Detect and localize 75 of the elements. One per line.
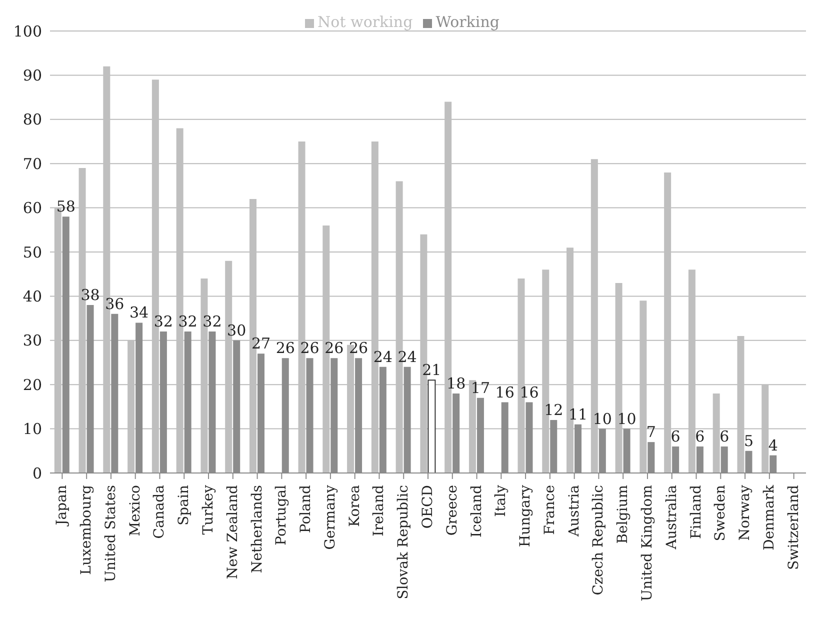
x-tick-label: Italy (493, 484, 510, 517)
x-tick-label: France (542, 485, 558, 535)
y-tick-label: 100 (13, 22, 42, 40)
y-tick-label: 80 (22, 110, 42, 129)
data-label: 6 (670, 427, 680, 446)
data-label: 5 (744, 432, 754, 450)
x-tick-label: Czech Republic (590, 484, 607, 596)
y-tick-label: 0 (32, 464, 42, 482)
x-tick-label: Ireland (371, 484, 388, 536)
data-label: 12 (544, 400, 564, 419)
y-tick-label: 40 (22, 288, 42, 306)
data-label: 11 (568, 405, 588, 424)
data-label: 16 (495, 383, 514, 402)
data-label: 30 (227, 321, 246, 340)
x-tick-label: Australia (664, 485, 680, 550)
x-tick-label: Netherlands (249, 485, 266, 574)
data-label: 32 (178, 312, 198, 331)
data-label: 36 (105, 294, 124, 313)
x-tick-label: OECD (420, 485, 436, 529)
x-tick-label: Iceland (468, 484, 485, 538)
y-tick-label: 30 (22, 332, 42, 350)
y-tick-label: 10 (22, 420, 42, 438)
data-label: 32 (202, 312, 222, 331)
x-tick-label: Korea (346, 485, 363, 527)
data-label: 6 (695, 427, 705, 446)
x-tick-label: Poland (298, 484, 314, 534)
data-label: 26 (348, 339, 368, 358)
x-tick-label: United States (102, 485, 119, 582)
x-tick-label: Sweden (712, 485, 729, 542)
data-label: 6 (720, 427, 730, 446)
legend-label: Working (436, 13, 500, 31)
x-tick-label: Denmark (761, 484, 778, 550)
data-label: 32 (154, 312, 173, 331)
data-label: 24 (398, 348, 417, 366)
bar (428, 380, 436, 473)
y-tick-label: 20 (22, 376, 42, 394)
data-label: 7 (646, 423, 656, 442)
y-tick-label: 90 (22, 66, 42, 85)
data-label: 34 (130, 304, 149, 322)
data-label: 4 (768, 436, 778, 454)
y-tick-label: 60 (22, 199, 42, 218)
x-tick-label: Switzerland (786, 484, 802, 570)
x-tick-label: Hungary (518, 484, 534, 548)
x-tick-label: Luxembourg (78, 484, 95, 575)
data-label: 26 (324, 339, 344, 358)
data-label: 38 (80, 286, 100, 304)
x-tick-label: Turkey (200, 484, 217, 535)
data-label: 58 (56, 198, 76, 216)
y-tick-label: 70 (22, 154, 42, 173)
x-tick-label: Mexico (127, 485, 144, 536)
x-tick-label: Canada (152, 485, 168, 539)
data-label: 18 (446, 374, 466, 392)
data-label: 21 (422, 361, 442, 380)
y-tick-label: 50 (22, 243, 42, 262)
data-label: 27 (251, 334, 271, 353)
x-tick-label: Norway (737, 484, 754, 541)
legend-label: Not working (318, 13, 413, 31)
x-tick-label: Portugal (274, 484, 290, 546)
x-tick-label: Greece (444, 485, 460, 536)
data-label: 24 (373, 348, 392, 366)
data-label: 26 (300, 339, 320, 358)
x-tick-label: Finland (688, 484, 704, 540)
data-label: 10 (592, 410, 612, 428)
x-tick-label: Japan (54, 485, 70, 528)
data-label: 16 (520, 383, 539, 402)
x-tick-label: Germany (322, 484, 338, 550)
x-tick-label: Austria (566, 485, 582, 538)
x-tick-label: Spain (176, 485, 192, 526)
x-tick-label: Belgium (615, 485, 632, 544)
x-tick-label: Slovak Republic (396, 484, 412, 600)
data-label: 26 (276, 339, 295, 358)
data-label: 17 (470, 378, 490, 397)
data-label: 10 (617, 410, 636, 428)
x-tick-label: New Zealand (224, 484, 241, 580)
x-tick-label: United Kingdom (639, 485, 656, 602)
